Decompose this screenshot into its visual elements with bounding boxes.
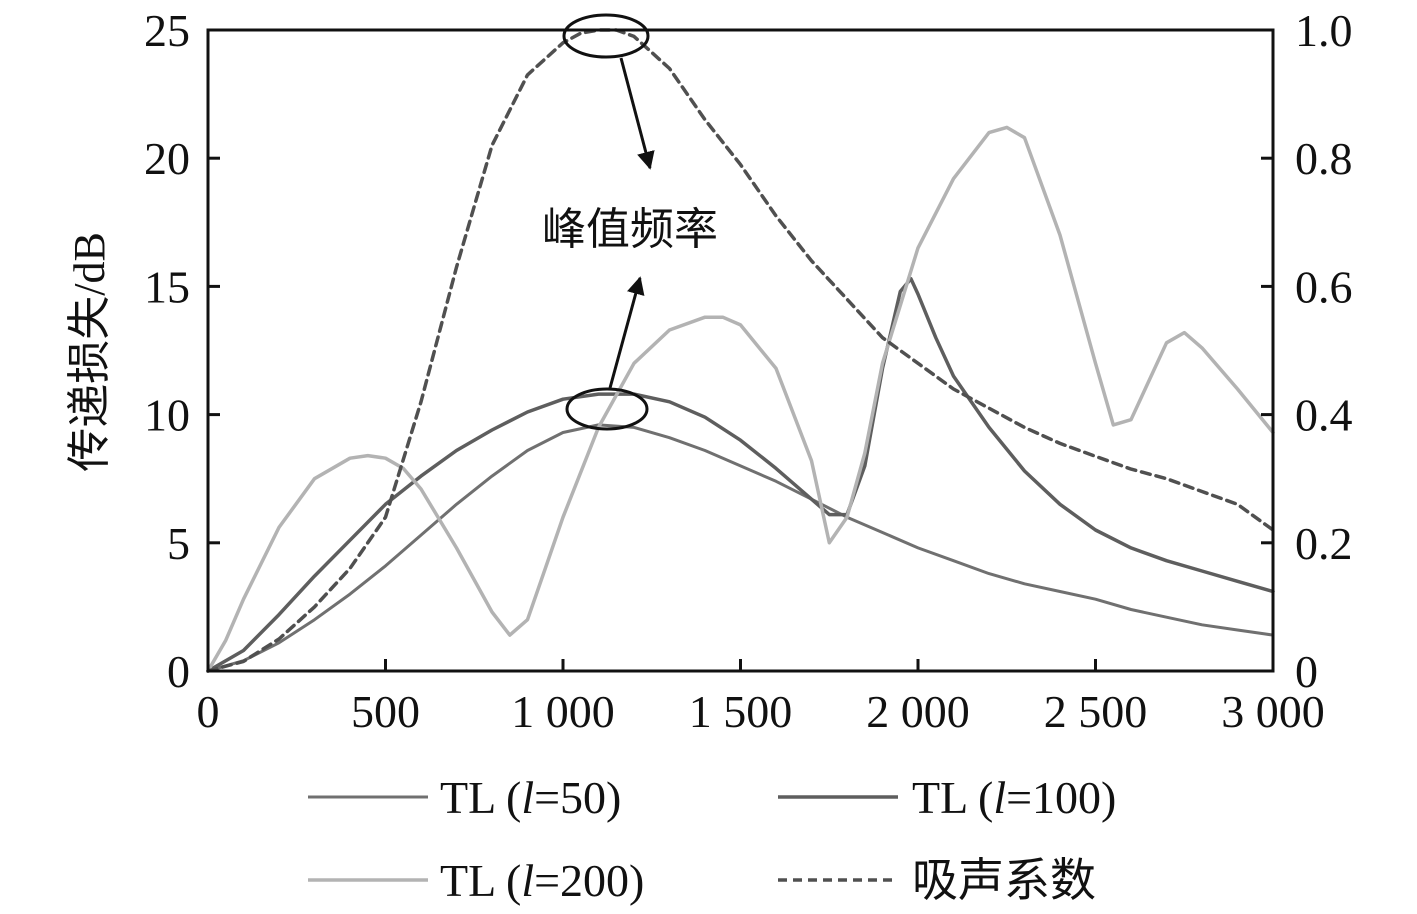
legend-label-4: 吸声系数 bbox=[912, 855, 1096, 906]
plot-frame bbox=[206, 28, 1275, 673]
arrow-down bbox=[619, 57, 655, 170]
y-tick-label: 10 bbox=[144, 390, 190, 441]
x-tick-label: 2 500 bbox=[1044, 686, 1148, 737]
legend: TL (l=50) TL (l=100)TL (l=200) 吸声系数 bbox=[308, 772, 1116, 906]
y-tick-label: 20 bbox=[144, 133, 190, 184]
legend-label-part: 吸声系数 bbox=[912, 855, 1096, 906]
legend-label-part: l bbox=[993, 772, 1006, 823]
y-tick-label: 15 bbox=[144, 261, 190, 312]
y2-tick-label: 0.6 bbox=[1295, 261, 1353, 312]
x-tick-label: 3 000 bbox=[1221, 686, 1325, 737]
y2-tick-label: 0.2 bbox=[1295, 518, 1353, 569]
legend-label-part: TL ( bbox=[440, 855, 521, 906]
legend-label-1: TL (l=50) bbox=[440, 772, 621, 823]
x-tick-label: 2 000 bbox=[866, 686, 970, 737]
y-tick-label: 25 bbox=[144, 5, 190, 56]
y-tick-label: 5 bbox=[167, 518, 190, 569]
series-line-2 bbox=[206, 276, 1275, 673]
y2-tick-label: 0 bbox=[1295, 646, 1318, 697]
peak-ellipse-tl bbox=[565, 387, 649, 431]
legend-label-part: =200) bbox=[534, 855, 644, 906]
legend-label-part: =100) bbox=[1006, 772, 1116, 823]
peak-ellipse-absorption bbox=[562, 13, 650, 59]
y2-tick-label: 1.0 bbox=[1295, 5, 1353, 56]
y2-tick-label: 0.4 bbox=[1295, 390, 1353, 441]
legend-label-part: l bbox=[521, 772, 534, 823]
legend-label-3: TL (l=200) bbox=[440, 855, 644, 906]
x-tick-label: 0 bbox=[197, 686, 220, 737]
legend-label-part: =50) bbox=[534, 772, 621, 823]
series-line-3 bbox=[206, 125, 1275, 673]
peak-frequency-label: 峰值频率 bbox=[542, 205, 718, 254]
y2-tick-label: 0.8 bbox=[1295, 133, 1353, 184]
series-layer bbox=[206, 28, 1275, 673]
legend-label-part: l bbox=[521, 855, 534, 906]
ticks-layer: 0 500 1 000 1 500 2 000 2 500 3 00005101520250… bbox=[144, 5, 1353, 737]
legend-label-part: TL ( bbox=[440, 772, 521, 823]
x-tick-label: 1 000 bbox=[511, 686, 615, 737]
x-tick-label: 1 500 bbox=[689, 686, 793, 737]
arrow-up bbox=[608, 276, 645, 389]
peak-annotation: 峰值频率 bbox=[542, 13, 718, 431]
x-tick-label: 500 bbox=[351, 686, 420, 737]
series-line-1 bbox=[206, 423, 1275, 673]
series-line-4 bbox=[206, 28, 1275, 673]
legend-label-part: TL ( bbox=[912, 772, 993, 823]
y-axis-title: 传递损失/dB bbox=[65, 232, 114, 472]
legend-label-2: TL (l=100) bbox=[912, 772, 1116, 823]
y-tick-label: 0 bbox=[167, 646, 190, 697]
